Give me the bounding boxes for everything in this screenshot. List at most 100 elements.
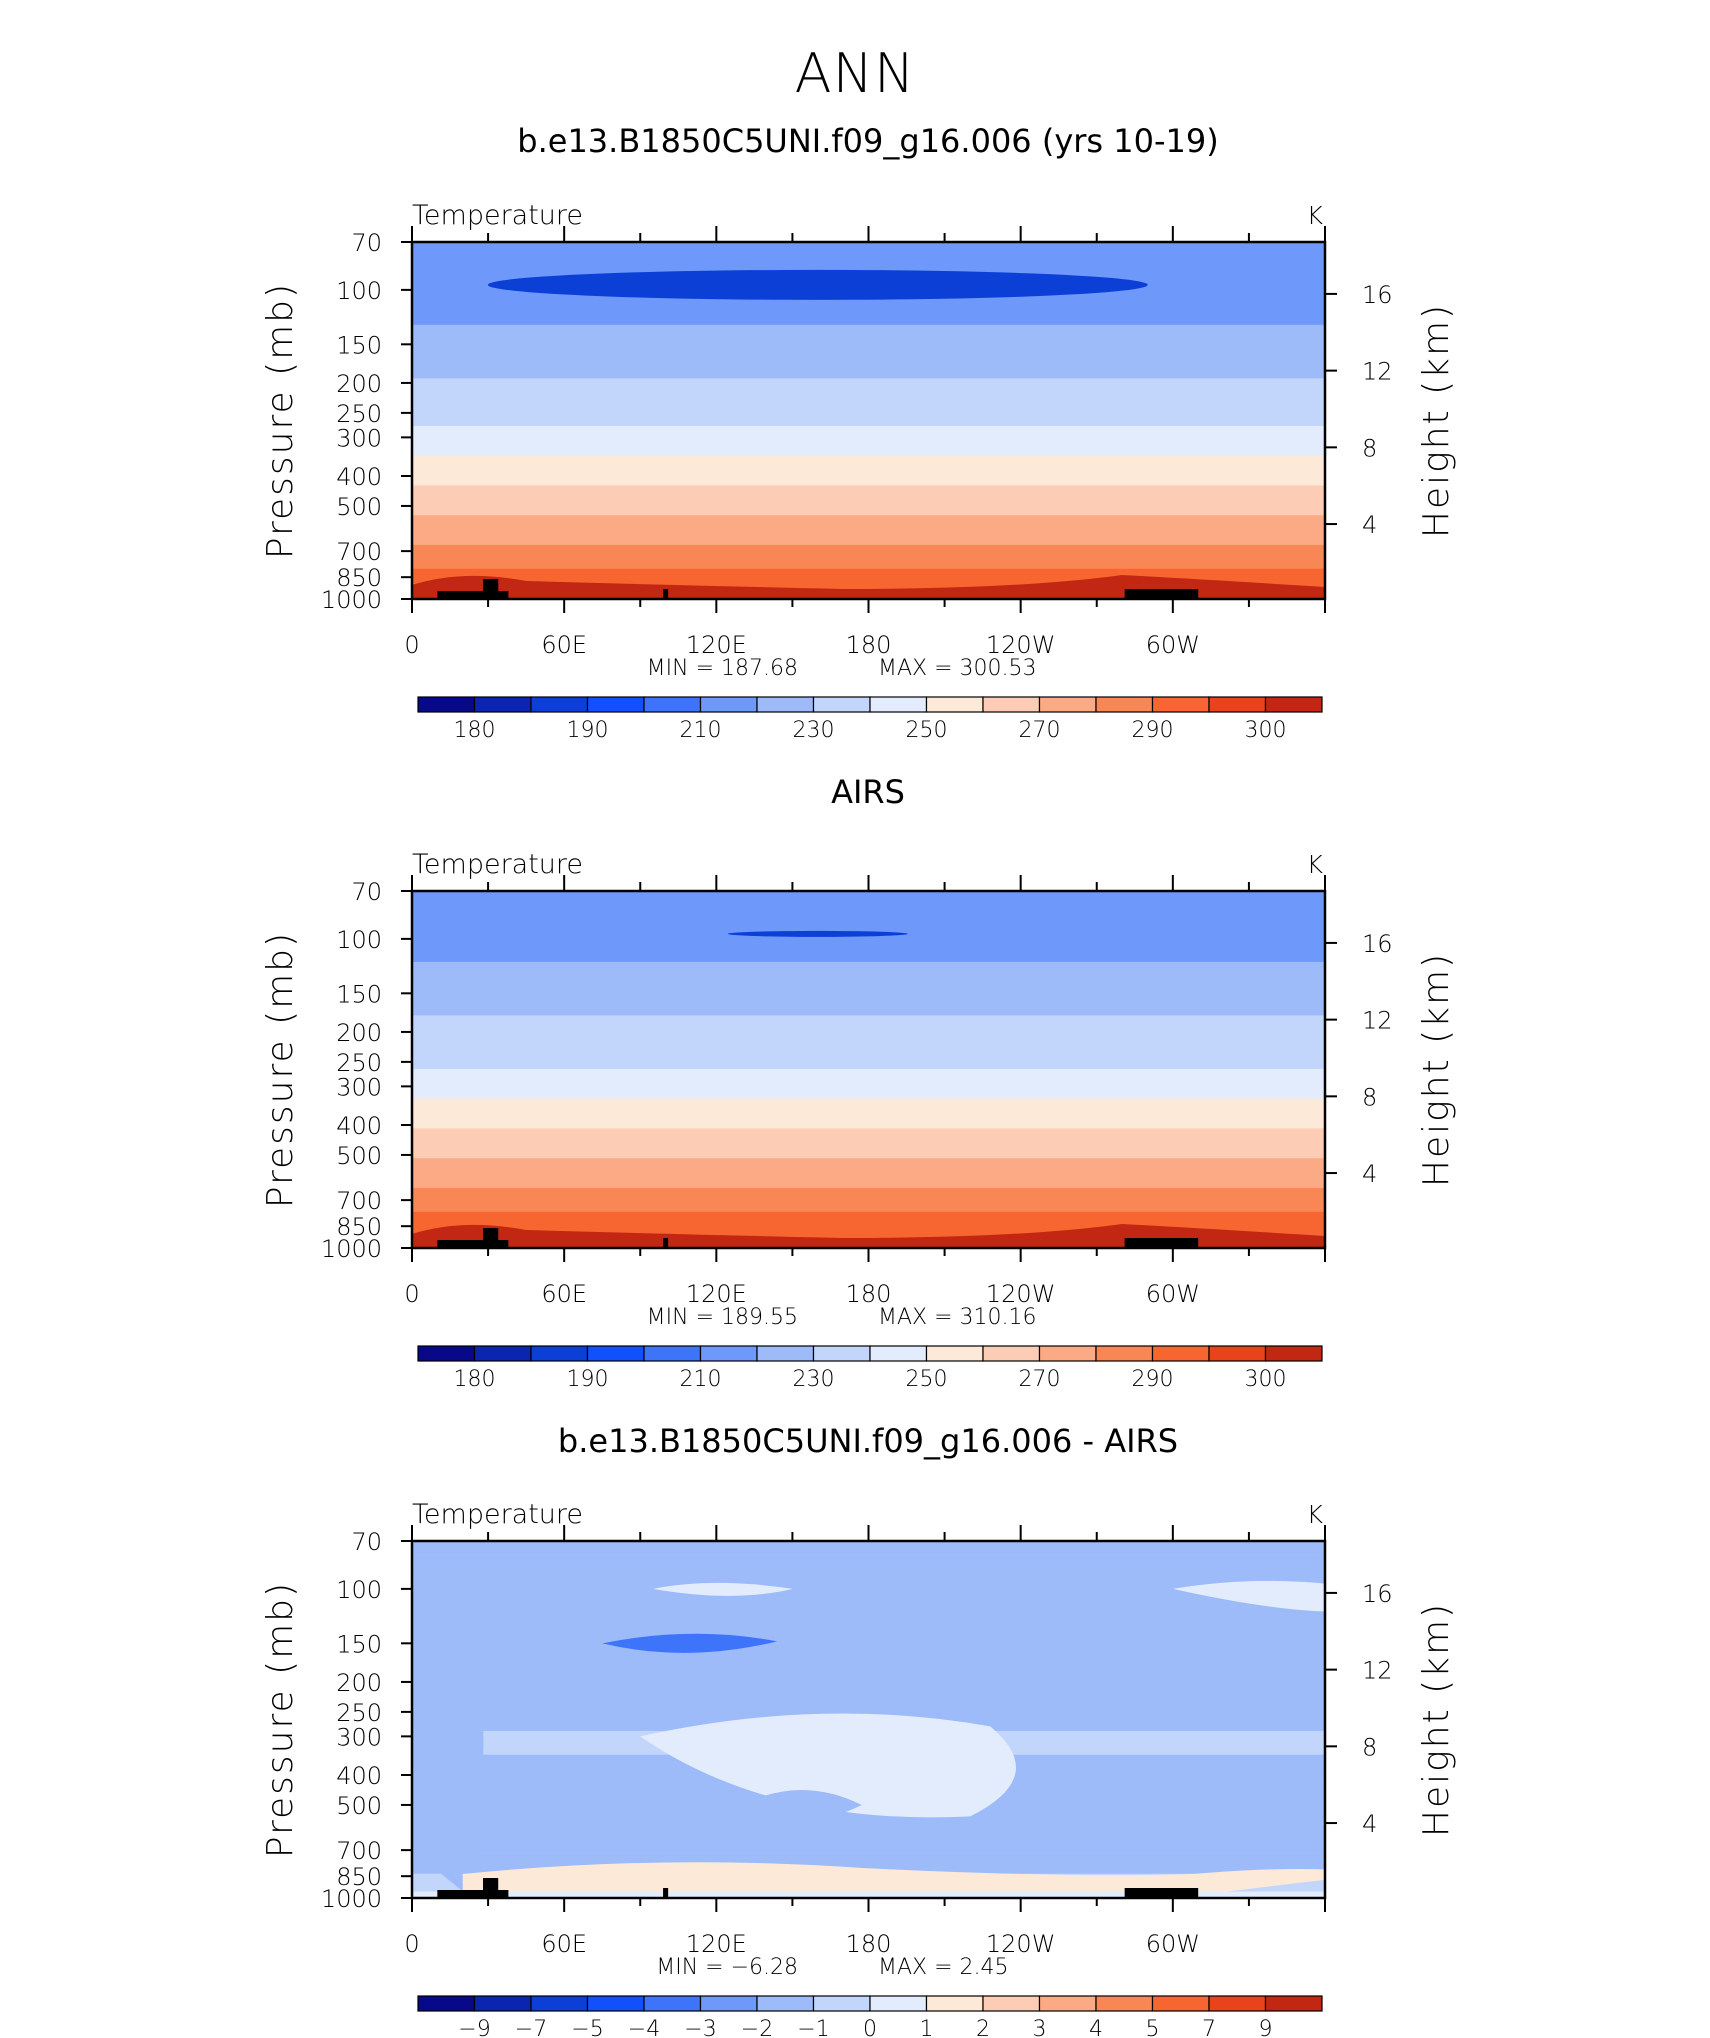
- pressure-tick-label: 1000: [321, 1885, 382, 1913]
- heatmap-band: [412, 1861, 1325, 1869]
- colorbar-swatch: [473, 696, 532, 713]
- heatmap-band: [412, 1814, 1325, 1822]
- heatmap-band: [412, 1677, 1325, 1685]
- min-label: MIN = 187.68: [647, 656, 798, 681]
- heatmap-band: [412, 1617, 1325, 1625]
- pressure-tick-label: 300: [336, 1723, 382, 1751]
- heatmap-band: [412, 265, 1325, 273]
- heatmap-band: [412, 1104, 1325, 1112]
- heatmap-band: [412, 360, 1325, 368]
- pressure-tick-label: 70: [351, 878, 382, 906]
- colorbar-swatch: [586, 1345, 645, 1362]
- height-tick-label: 12: [1362, 1007, 1393, 1035]
- heatmap-band: [412, 908, 1325, 916]
- colorbar-label: 4: [1089, 2017, 1103, 2038]
- difference-region: [1071, 1620, 1325, 1737]
- pressure-tick-label: 200: [336, 370, 382, 398]
- pressure-tick-label: 400: [336, 1762, 382, 1790]
- colorbar-swatch: [925, 696, 984, 713]
- heatmap-band: [412, 253, 1325, 261]
- land-mask: [483, 579, 499, 599]
- heatmap-band: [412, 318, 1325, 326]
- heatmap-band: [412, 1027, 1325, 1035]
- pressure-tick-label: 850: [336, 1213, 382, 1241]
- heatmap-band: [412, 455, 1325, 463]
- heatmap-band: [412, 1086, 1325, 1094]
- heatmap-band: [412, 1003, 1325, 1011]
- pressure-tick-label: 500: [336, 1142, 382, 1170]
- heatmap-band: [412, 991, 1325, 999]
- colorbar-label: −7: [515, 2017, 547, 2038]
- colorbar-swatch: [1038, 696, 1097, 713]
- heatmap-band: [412, 1689, 1325, 1697]
- heatmap-band: [412, 955, 1325, 963]
- lon-tick-label: 60E: [541, 1930, 587, 1958]
- heatmap-band: [412, 1832, 1325, 1839]
- colorbar-swatch: [1151, 1345, 1210, 1362]
- difference-region: [640, 1713, 1016, 1818]
- colorbar-label: 180: [454, 1367, 496, 1392]
- heatmap-band: [412, 1039, 1325, 1047]
- max-label: MAX = 300.53: [878, 656, 1037, 681]
- heatmap-band: [412, 473, 1325, 481]
- difference-region: [652, 1582, 793, 1596]
- heatmap-band: [412, 1564, 1325, 1572]
- heatmap-band: [412, 527, 1325, 535]
- colorbar-label: 0: [863, 2017, 877, 2038]
- heatmap-band: [412, 1826, 1325, 1834]
- height-tick-label: 4: [1362, 1160, 1377, 1188]
- heatmap-band: [412, 431, 1325, 439]
- heatmap-band: [412, 1665, 1325, 1673]
- heatmap-band: [412, 1051, 1325, 1059]
- heatmap-band: [412, 1594, 1325, 1601]
- heatmap-band: [412, 1080, 1325, 1088]
- lon-tick-label: 180: [846, 1280, 892, 1308]
- colorbar-swatch: [982, 1345, 1041, 1362]
- heatmap-band: [412, 1588, 1325, 1596]
- heatmap-band: [412, 437, 1325, 445]
- colorbar-swatch: [1038, 1345, 1097, 1362]
- colorbar-swatch: [1264, 1995, 1323, 2012]
- colorbar-swatch: [530, 1345, 589, 1362]
- land-mask: [663, 589, 669, 599]
- cold-core-region: [487, 269, 1148, 300]
- heatmap-band: [412, 479, 1325, 487]
- land-mask: [1124, 1238, 1199, 1248]
- colorbar-label: −5: [571, 2017, 603, 2038]
- colorbar-swatch: [1095, 1995, 1154, 2012]
- colorbar-swatch: [1151, 696, 1210, 713]
- colorbar-swatch: [1264, 696, 1323, 713]
- colorbar-label: 180: [454, 718, 496, 743]
- colorbar-label: 1: [920, 2017, 934, 2038]
- heatmap-band: [412, 1021, 1325, 1029]
- y-axis-right-label: Height (km): [1416, 303, 1457, 538]
- heatmap-band: [412, 1098, 1325, 1106]
- colorbar-swatch: [925, 1995, 984, 2012]
- heatmap-band: [412, 1128, 1325, 1136]
- chart-panel-3: b.e13.B1850C5UNI.f09_g16.006 - AIRS Tempe…: [260, 1422, 1457, 2038]
- colorbar-swatch: [699, 1995, 758, 2012]
- heatmap-field: [412, 1541, 1325, 1898]
- heatmap-band: [412, 1600, 1325, 1607]
- pressure-tick-label: 100: [336, 277, 382, 305]
- heatmap-band: [412, 324, 1325, 332]
- colorbar-label: 270: [1019, 1367, 1061, 1392]
- heatmap-band: [412, 1695, 1325, 1703]
- heatmap-band: [412, 556, 1325, 564]
- heatmap-band: [412, 497, 1325, 505]
- colorbar: 180 190 210 230 250 270 290 300: [417, 696, 1323, 743]
- height-tick-label: 4: [1362, 1810, 1377, 1838]
- heatmap-band: [412, 1605, 1325, 1613]
- pressure-tick-label: 150: [336, 980, 382, 1008]
- colorbar-swatch: [1208, 1345, 1267, 1362]
- colorbar-label: 9: [1259, 2017, 1273, 2038]
- pressure-tick-label: 850: [336, 1863, 382, 1891]
- heatmap-band: [412, 1176, 1325, 1184]
- heatmap-band: [412, 366, 1325, 374]
- colorbar-label: 190: [567, 1367, 609, 1392]
- heatmap-band: [412, 562, 1325, 570]
- heatmap-band: [412, 342, 1325, 350]
- colorbar-label: 5: [1146, 2017, 1160, 2038]
